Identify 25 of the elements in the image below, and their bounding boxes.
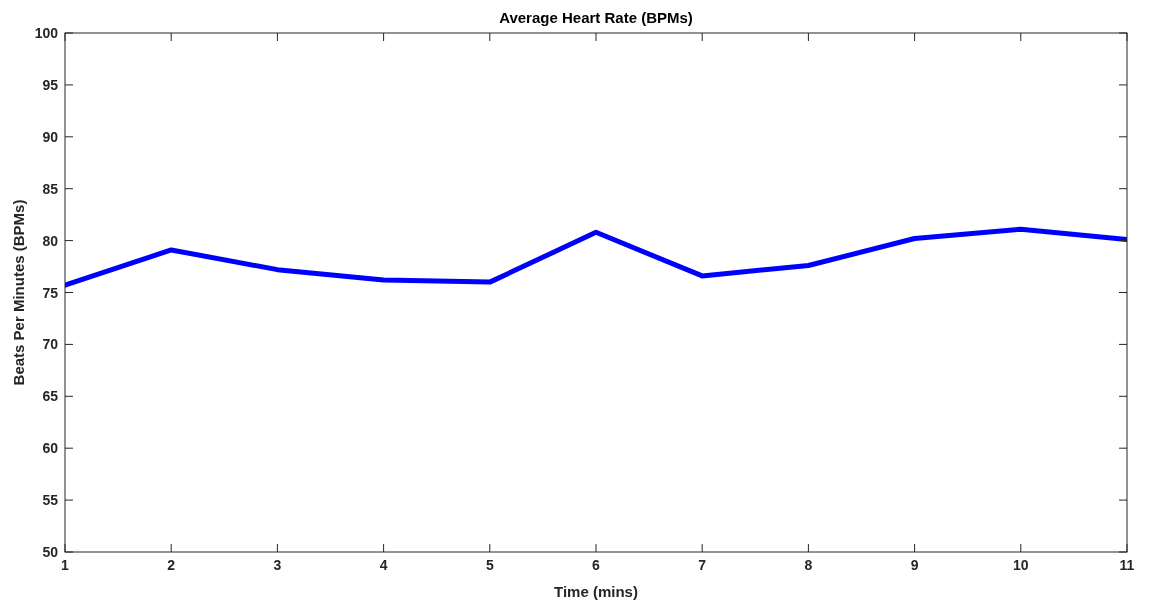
- x-axis-title: Time (mins): [554, 583, 638, 600]
- y-tick-label: 65: [42, 388, 59, 405]
- chart-title: Average Heart Rate (BPMs): [499, 9, 693, 26]
- y-tick-label: 55: [42, 492, 59, 509]
- y-axis-title: Beats Per Minutes (BPMs): [10, 199, 27, 386]
- x-tick-label: 4: [379, 557, 388, 573]
- y-tick-label: 70: [42, 336, 59, 353]
- y-tick-label: 50: [42, 544, 59, 560]
- y-tick-label: 85: [42, 180, 59, 197]
- x-tick-label: 2: [167, 557, 176, 573]
- y-tick-label: 100: [34, 25, 59, 41]
- x-tick-label: 9: [910, 557, 919, 573]
- y-tick-label: 75: [42, 284, 59, 301]
- x-tick-label: 1: [61, 557, 70, 573]
- x-tick-label: 3: [273, 557, 282, 573]
- y-tick-label: 80: [42, 232, 59, 249]
- x-tick-label: 10: [1013, 557, 1029, 573]
- y-tick-label: 60: [42, 440, 59, 457]
- y-tick-label: 90: [42, 128, 59, 145]
- x-tick-label: 5: [485, 557, 494, 573]
- x-tick-label: 7: [698, 557, 707, 573]
- x-tick-label: 8: [804, 557, 813, 573]
- x-tick-label: 11: [1119, 557, 1135, 573]
- y-tick-label: 95: [42, 76, 59, 93]
- x-tick-label: 6: [592, 557, 601, 573]
